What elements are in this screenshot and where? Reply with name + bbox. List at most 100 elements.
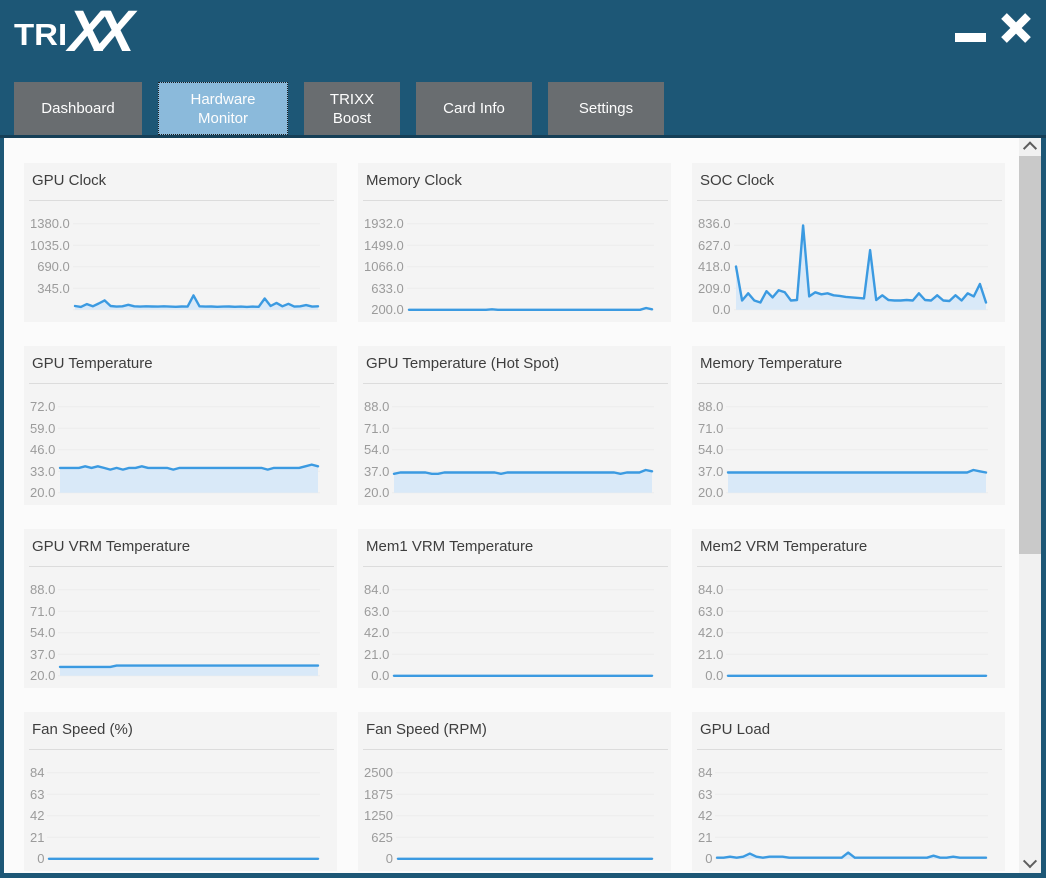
series-fill-area xyxy=(60,464,319,493)
tab-label: Settings xyxy=(578,100,634,117)
line-chart-plot xyxy=(715,772,989,860)
y-tick-label: 84.0 xyxy=(364,582,390,597)
y-axis-tick-labels: 1380.0 1035.0 690.0 345.0 xyxy=(30,213,70,321)
titlebar: TRI XX Dashboard Hardware Monitor TRIXX … xyxy=(0,0,1046,138)
y-axis-tick-labels: 84.0 63.0 42.0 21.0 0.0 xyxy=(698,579,723,687)
minimize-icon[interactable] xyxy=(955,33,986,42)
line-chart-plot xyxy=(72,223,320,311)
title-separator xyxy=(363,749,668,750)
y-tick-label: 59.0 xyxy=(30,420,56,436)
series-line xyxy=(59,664,320,669)
y-axis-tick-labels: 1932.0 1499.0 1066.0 633.0 200.0 xyxy=(364,213,404,321)
chart-area: 1380.0 1035.0 690.0 345.0 xyxy=(30,213,320,321)
y-tick-label: 1380.0 xyxy=(30,216,70,231)
chart-card: Memory Temperature 88.0 71.0 54.0 37.0 20.0 xyxy=(692,346,1005,505)
line-chart-plot xyxy=(392,406,655,494)
title-separator xyxy=(697,383,1002,384)
series-line xyxy=(407,306,653,312)
series-line xyxy=(716,851,988,859)
y-tick-label: 21 xyxy=(30,829,45,845)
y-axis-tick-labels: 72.0 59.0 46.0 33.0 20.0 xyxy=(30,396,55,504)
chart-title: GPU Temperature (Hot Spot) xyxy=(366,355,560,372)
chart-card: Fan Speed (RPM) 2500 1875 1250 625 0 xyxy=(358,712,671,871)
title-separator xyxy=(29,200,334,201)
chart-title: Fan Speed (%) xyxy=(32,721,133,738)
y-tick-label: 72.0 xyxy=(30,399,56,414)
scrollbar-thumb[interactable] xyxy=(1019,156,1041,554)
chart-title: GPU Temperature xyxy=(32,355,153,372)
tab-label: Card Info xyxy=(443,100,505,117)
chart-area: 84 63 42 21 0 xyxy=(30,762,321,870)
chart-title: GPU Clock xyxy=(32,172,107,189)
y-tick-label: 209.0 xyxy=(698,280,731,296)
title-separator xyxy=(29,566,334,567)
chart-area: 72.0 59.0 46.0 33.0 20.0 xyxy=(30,396,321,504)
close-icon[interactable] xyxy=(999,11,1033,45)
tab-label: TRIXX Boost xyxy=(329,90,375,127)
y-tick-label: 690.0 xyxy=(37,259,70,274)
y-tick-label: 0 xyxy=(705,851,713,866)
chart-area: 836.0 627.0 418.0 209.0 0.0 xyxy=(698,213,988,321)
y-tick-label: 20.0 xyxy=(364,485,390,500)
series-line xyxy=(393,468,654,476)
y-tick-label: 200.0 xyxy=(371,302,404,317)
title-separator xyxy=(697,200,1002,201)
y-axis-tick-labels: 836.0 627.0 418.0 209.0 0.0 xyxy=(698,213,731,321)
charts-grid: GPU Clock 1380.0 1035.0 690.0 345.0 Memory C… xyxy=(24,163,1005,871)
y-tick-label: 1499.0 xyxy=(364,237,404,253)
tab-trixx-boost[interactable]: TRIXX Boost xyxy=(304,82,400,135)
series-fill-area xyxy=(394,470,653,493)
chart-area: 2500 1875 1250 625 0 xyxy=(364,762,654,870)
tab-hardware-monitor[interactable]: Hardware Monitor xyxy=(158,82,288,135)
tab-settings[interactable]: Settings xyxy=(548,82,664,135)
tab-dashboard[interactable]: Dashboard xyxy=(14,82,142,135)
y-tick-label: 42 xyxy=(698,808,713,823)
title-separator xyxy=(697,566,1002,567)
y-tick-label: 88.0 xyxy=(30,582,56,597)
series-fill-area xyxy=(728,470,987,493)
tab-label: Hardware Monitor xyxy=(190,90,256,127)
y-tick-label: 54.0 xyxy=(30,625,56,640)
y-tick-label: 88.0 xyxy=(364,399,390,414)
y-tick-label: 37.0 xyxy=(364,463,390,479)
title-separator xyxy=(363,566,668,567)
y-tick-label: 21.0 xyxy=(698,646,724,662)
y-tick-label: 20.0 xyxy=(30,485,56,500)
y-tick-label: 33.0 xyxy=(30,463,56,479)
tab-card-info[interactable]: Card Info xyxy=(416,82,532,135)
scroll-down-button[interactable] xyxy=(1019,854,1041,873)
line-chart-plot xyxy=(726,406,989,494)
y-tick-label: 2500 xyxy=(364,765,393,780)
chart-card: Memory Clock 1932.0 1499.0 1066.0 633.0 200.0 xyxy=(358,163,671,322)
scroll-up-button[interactable] xyxy=(1019,138,1041,156)
y-tick-label: 0.0 xyxy=(712,302,731,317)
y-tick-label: 627.0 xyxy=(698,237,731,253)
line-chart-plot xyxy=(58,589,321,677)
y-tick-label: 42.0 xyxy=(698,625,724,640)
chart-area: 84 63 42 21 0 xyxy=(698,762,989,870)
y-tick-label: 0.0 xyxy=(371,668,390,683)
y-tick-label: 633.0 xyxy=(371,280,404,296)
y-tick-label: 88.0 xyxy=(698,399,724,414)
y-tick-label: 1035.0 xyxy=(30,237,70,253)
y-tick-label: 625 xyxy=(371,829,393,845)
line-chart-plot xyxy=(395,772,654,861)
chart-card: Mem1 VRM Temperature 84.0 63.0 42.0 21.0 0.0 xyxy=(358,529,671,688)
chart-card: Mem2 VRM Temperature 84.0 63.0 42.0 21.0 0.0 xyxy=(692,529,1005,688)
trixx-logo: TRI XX xyxy=(14,0,138,65)
chart-area: 88.0 71.0 54.0 37.0 20.0 xyxy=(364,396,655,504)
vertical-scrollbar[interactable] xyxy=(1019,138,1041,873)
y-tick-label: 42 xyxy=(30,808,45,823)
y-axis-tick-labels: 84 63 42 21 0 xyxy=(30,762,44,870)
y-tick-label: 71.0 xyxy=(698,420,724,436)
chart-card: GPU Load 84 63 42 21 0 xyxy=(692,712,1005,871)
chart-title: Memory Temperature xyxy=(700,355,843,372)
y-tick-label: 37.0 xyxy=(698,463,724,479)
y-tick-label: 84 xyxy=(698,765,713,780)
chart-card: SOC Clock 836.0 627.0 418.0 209.0 0.0 xyxy=(692,163,1005,322)
y-tick-label: 63.0 xyxy=(698,603,724,619)
chart-title: Memory Clock xyxy=(366,172,462,189)
y-tick-label: 71.0 xyxy=(364,420,390,436)
chart-card: GPU Temperature (Hot Spot) 88.0 71.0 54.0 37… xyxy=(358,346,671,505)
